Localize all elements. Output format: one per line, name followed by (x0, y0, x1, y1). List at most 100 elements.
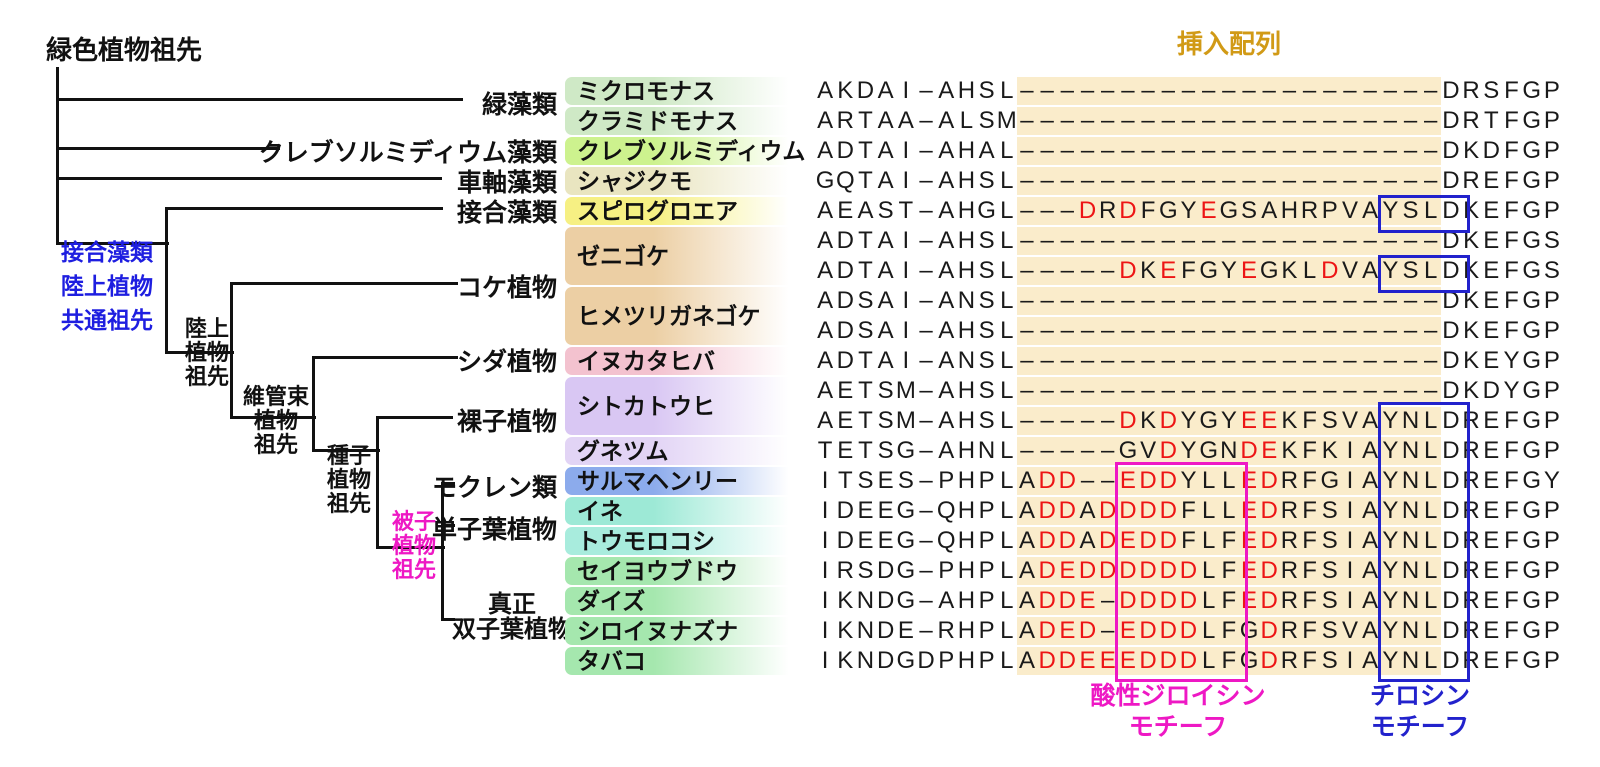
residue-cell: K (1463, 287, 1480, 314)
residue-cell: – (1222, 137, 1236, 164)
residue-cell: E (837, 377, 854, 404)
species-box-micromonas: ミクロモナス (565, 77, 798, 105)
residue-cell: – (1242, 287, 1256, 314)
tip-label-zygnematophyceae: 接合藻類 (456, 199, 557, 227)
residue-cell: I (902, 287, 910, 314)
residue-cell: – (1060, 77, 1075, 104)
residue-cell: T (858, 347, 873, 374)
residue-cell: V (1341, 197, 1358, 224)
residue-cell: L (1000, 497, 1014, 524)
residue-cell: G (1522, 107, 1541, 134)
residue-cell: – (1383, 167, 1398, 194)
residue-cell: S (1402, 197, 1419, 224)
residue-cell: K (1281, 437, 1298, 464)
residue-cell: D (1038, 647, 1056, 674)
residue-cell: A (1018, 527, 1035, 554)
residue-cell: S (1321, 407, 1338, 434)
residue-cell: D (836, 287, 854, 314)
tyrosine-motif-box-row7 (1377, 255, 1471, 293)
alignment-row-2: A R T A A – A L S M – – – – – – – – – – – – – – – – – – – – – D R T F G P (815, 106, 1562, 136)
residue-cell: T (1483, 107, 1499, 134)
residue-cell: P (1543, 437, 1560, 464)
residue-cell: A (938, 197, 955, 224)
residue-cell: M (895, 407, 916, 434)
residue-cell: – (1141, 167, 1155, 194)
residue-cell: S (1321, 527, 1338, 554)
residue-cell: F (1221, 527, 1237, 554)
residue-cell: – (1161, 77, 1175, 104)
residue-cell: – (1323, 77, 1337, 104)
residue-cell: F (1302, 587, 1317, 614)
species-box-chlamydomonas: クラミドモナス (565, 107, 798, 135)
residue-cell: A (877, 317, 894, 344)
residue-cell: F (1302, 617, 1317, 644)
residue-cell: – (1222, 287, 1236, 314)
residue-cell: – (1424, 77, 1438, 104)
residue-cell: E (1483, 467, 1500, 494)
residue-cell: G (1239, 647, 1259, 674)
residue-cell: – (1302, 137, 1317, 164)
residue-cell: – (1201, 227, 1216, 254)
residue-cell: A (817, 257, 834, 284)
residue-cell: F (1504, 227, 1519, 254)
species-name-arabidopsis: シロイヌナズナ (577, 618, 738, 644)
residue-cell: – (1020, 317, 1034, 344)
residue-cell: M (895, 377, 916, 404)
residue-cell: A (938, 407, 955, 434)
residue-cell: R (1300, 197, 1319, 224)
residue-cell: – (1040, 227, 1054, 254)
residue-cell: N (856, 587, 875, 614)
residue-cell: D (876, 587, 895, 614)
residue-cell: D (1442, 617, 1460, 644)
residue-cell: L (1000, 197, 1014, 224)
residue-cell: – (1040, 377, 1054, 404)
residue-cell: L (1000, 137, 1014, 164)
residue-cell: K (837, 587, 854, 614)
residue-cell: D (1260, 647, 1278, 674)
species-name-physcomitrium: ヒメツリガネゴケ (577, 303, 761, 329)
residue-cell: – (1262, 77, 1276, 104)
species-box-klebsormidium: クレブソルミディウム (565, 137, 805, 165)
residue-cell: E (857, 527, 874, 554)
residue-cell: – (1161, 137, 1175, 164)
residue-cell: L (1201, 497, 1216, 524)
residue-cell: H (1280, 197, 1299, 224)
residue-cell: D (1482, 137, 1500, 164)
residue-cell: S (978, 167, 995, 194)
residue-cell: A (897, 107, 914, 134)
residue-cell: P (1543, 167, 1560, 194)
residue-cell: D (1058, 527, 1077, 554)
residue-cell: A (817, 377, 834, 404)
residue-cell: D (1038, 557, 1056, 584)
residue-cell: A (938, 587, 955, 614)
residue-cell: F (1504, 287, 1519, 314)
residue-cell: – (1141, 287, 1155, 314)
residue-cell: – (1181, 77, 1196, 104)
residue-cell: P (1543, 77, 1560, 104)
residue-cell: – (1080, 107, 1095, 134)
residue-cell: – (1343, 377, 1357, 404)
residue-cell: – (919, 287, 933, 314)
residue-cell: A (877, 287, 894, 314)
residue-cell: D (1159, 647, 1177, 674)
residue-cell: – (1101, 407, 1115, 434)
residue-cell: L (1000, 317, 1014, 344)
residue-cell: Y (1180, 197, 1197, 224)
insertion-region-bg (1017, 407, 1442, 435)
residue-cell: L (1424, 557, 1438, 584)
residue-cell: A (1261, 197, 1278, 224)
residue-cell: F (1221, 557, 1237, 584)
residue-cell: G (1522, 287, 1541, 314)
residue-cell: – (1060, 437, 1075, 464)
residue-cell: – (1161, 377, 1175, 404)
residue-cell: G (1522, 557, 1541, 584)
residue-cell: D (1058, 587, 1077, 614)
residue-cell: – (1242, 347, 1256, 374)
residue-cell: – (1262, 227, 1276, 254)
residue-cell: F (1504, 317, 1519, 344)
residue-cell: – (1020, 197, 1034, 224)
residue-cell: – (1343, 167, 1357, 194)
residue-cell: A (1079, 527, 1096, 554)
residue-cell: G (896, 647, 916, 674)
insertion-region-bg (1017, 347, 1442, 375)
